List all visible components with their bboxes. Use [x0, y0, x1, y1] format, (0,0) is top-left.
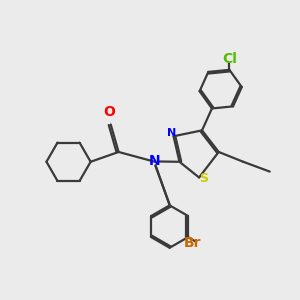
- Text: N: N: [149, 154, 161, 168]
- Text: N: N: [167, 128, 177, 138]
- Text: S: S: [199, 172, 208, 185]
- Text: O: O: [103, 105, 115, 119]
- Text: Cl: Cl: [222, 52, 237, 66]
- Text: Br: Br: [184, 236, 201, 250]
